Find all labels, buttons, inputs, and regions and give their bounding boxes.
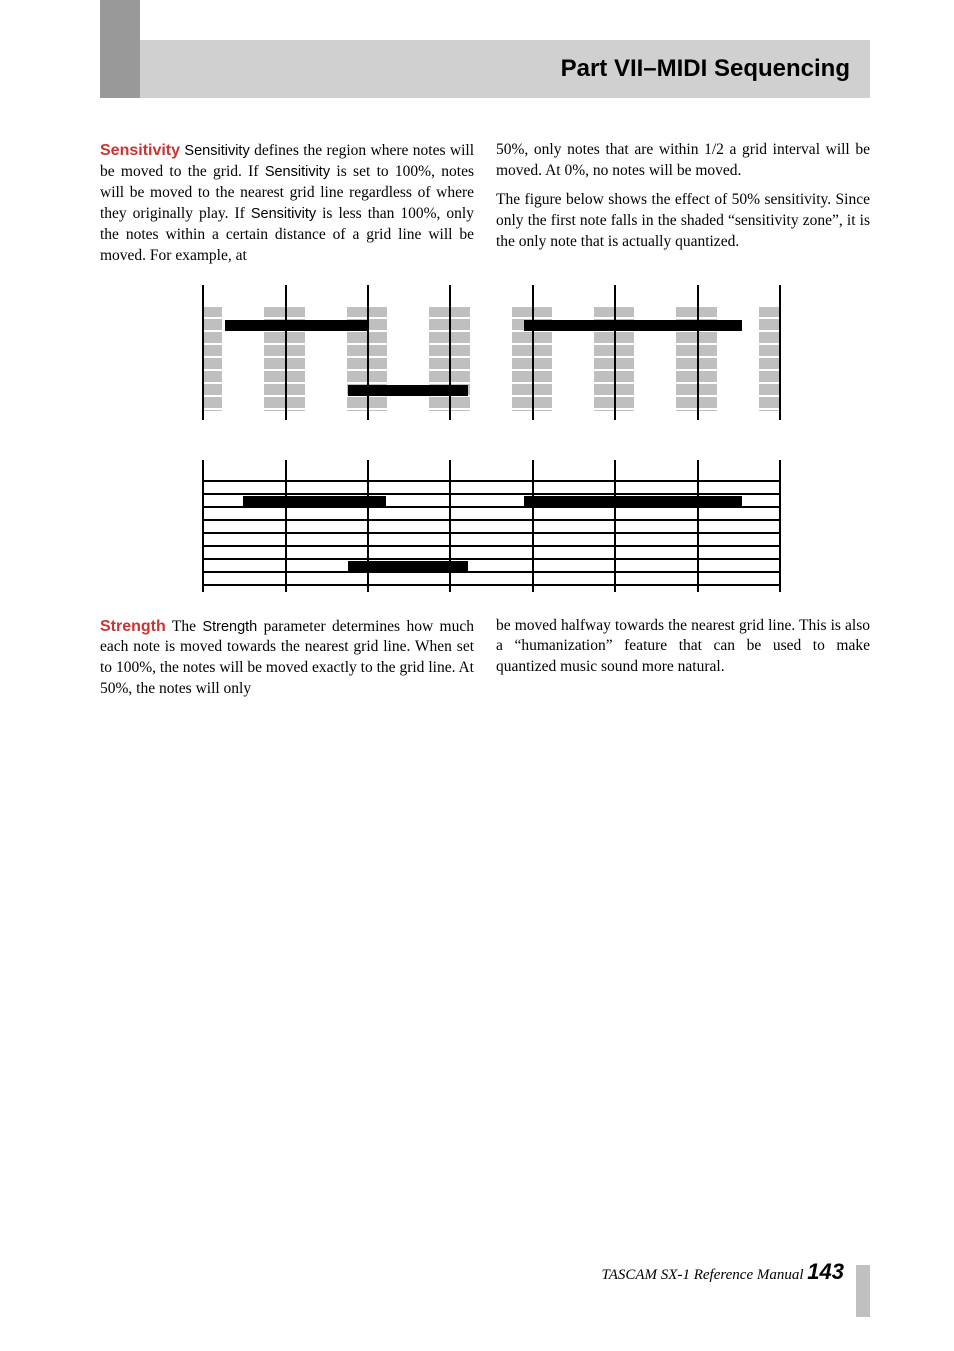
strength-sf1: Strength [202,619,257,635]
strength-section: Strength The Strength parameter determin… [100,616,870,701]
page: Part VII–MIDI Sequencing Sensitivity Sen… [0,0,954,1351]
page-number: 143 [807,1259,844,1284]
sensitivity-sf2: Sensitivity [251,206,316,222]
sensitivity-sf0: Sensitivity [184,143,249,159]
sensitivity-diagram-before [190,285,780,420]
strength-right-col: be moved halfway towards the nearest gri… [496,616,870,701]
sensitivity-left-col: Sensitivity Sensitivity defines the regi… [100,140,474,267]
sensitivity-section: Sensitivity Sensitivity defines the regi… [100,140,870,267]
strength-left-para: Strength The Strength parameter determin… [100,616,474,701]
strength-left-col: Strength The Strength parameter determin… [100,616,474,701]
diagram-container [100,285,870,592]
header-title: Part VII–MIDI Sequencing [561,55,850,83]
sensitivity-right-para1: 50%, only notes that are within 1/2 a gr… [496,140,870,182]
strength-right-para: be moved halfway towards the nearest gri… [496,616,870,679]
sensitivity-heading: Sensitivity [100,142,180,159]
strength-heading: Strength [100,618,166,635]
diagram-stack [190,285,780,592]
footer-text: TASCAM SX-1 Reference Manual [602,1267,804,1283]
sensitivity-left-para: Sensitivity Sensitivity defines the regi… [100,140,474,267]
header-bar: Part VII–MIDI Sequencing [140,40,870,98]
footer: TASCAM SX-1 Reference Manual 143 [602,1259,845,1285]
sensitivity-right-para2: The figure below shows the effect of 50%… [496,190,870,253]
strength-t1: The [172,618,203,635]
sensitivity-right-col: 50%, only notes that are within 1/2 a gr… [496,140,870,267]
footer-block [856,1265,870,1317]
content-area: Sensitivity Sensitivity defines the regi… [100,140,870,700]
header-left-block [100,0,140,98]
sensitivity-diagram-after [190,460,780,592]
sensitivity-sf1: Sensitivity [265,164,330,180]
